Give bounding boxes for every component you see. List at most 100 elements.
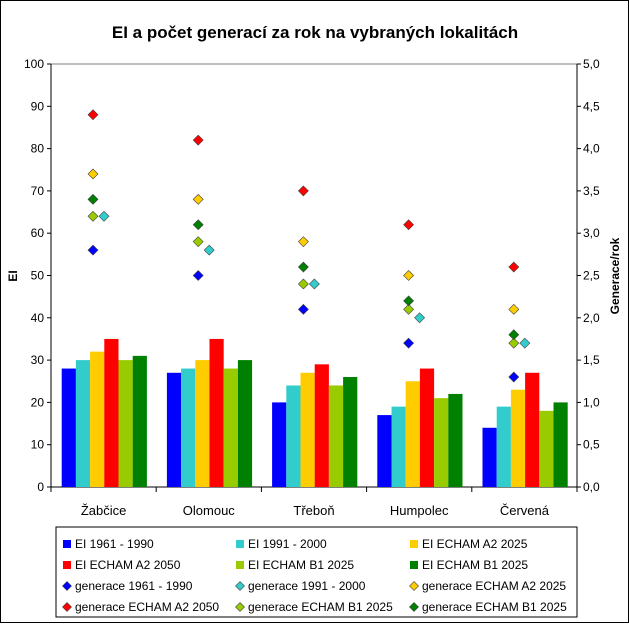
bar-1-2 — [166, 372, 182, 487]
marker-4-5 — [508, 261, 520, 273]
plot-area: 0 10 20 30 40 50 60 70 80 90 100 0,0 0,5 1,0 1,5 2,0 2,5… — [24, 57, 600, 518]
legend-label: generace ECHAM B1 2025 — [248, 600, 393, 614]
legend-swatch — [410, 561, 418, 569]
legend-label: generace ECHAM B1 2025 — [422, 600, 567, 614]
marker-2-5 — [519, 337, 531, 349]
legend-label: generace ECHAM A2 2025 — [422, 579, 566, 593]
legend-label: generace 1961 - 1990 — [75, 579, 193, 593]
bar-5-1 — [118, 360, 133, 487]
legend-box — [55, 526, 578, 618]
marker-4-2 — [192, 134, 204, 146]
y-tick-label: 50 — [31, 269, 45, 283]
bar-4-1 — [104, 338, 119, 487]
legend-label: EI ECHAM B1 2025 — [422, 558, 528, 572]
legend-swatch — [410, 540, 418, 548]
marker-6-3 — [297, 261, 309, 273]
bar-6-4 — [448, 393, 463, 487]
bar-2-2 — [181, 368, 196, 487]
marker-6-1 — [87, 193, 99, 205]
legend-swatch — [236, 561, 244, 569]
legend-label: EI ECHAM A2 2050 — [75, 558, 181, 572]
y2-tick-label: 3,5 — [583, 184, 600, 198]
y2-tick-label: 3,0 — [583, 226, 600, 240]
marker-3-1 — [87, 168, 99, 180]
bar-5-2 — [223, 368, 238, 487]
bar-1-5 — [482, 427, 497, 487]
marker-2-2 — [203, 244, 215, 256]
y-tick-label: 0 — [37, 480, 44, 494]
y2-tick-label: 0,0 — [583, 480, 600, 494]
bar-2-1 — [75, 360, 91, 487]
legend-label: generace ECHAM A2 2050 — [75, 600, 219, 614]
bar-3-3 — [300, 372, 315, 487]
bar-3-1 — [90, 351, 105, 487]
legend-marker-swatch — [409, 602, 419, 612]
y-tick-label: 20 — [31, 395, 45, 409]
bar-1-1 — [61, 368, 76, 487]
legend-label: EI 1991 - 2000 — [248, 537, 327, 551]
legend-swatch — [63, 561, 71, 569]
bar-6-2 — [237, 360, 253, 487]
bar-2-3 — [286, 385, 301, 487]
marker-5-3 — [297, 278, 309, 290]
bar-5-3 — [328, 385, 344, 487]
bar-1-3 — [272, 402, 287, 487]
legend-marker-swatch — [62, 581, 72, 591]
y2-tick-label: 1,0 — [583, 395, 600, 409]
x-tick-label: Červená — [500, 503, 550, 518]
bar-1-4 — [377, 415, 392, 487]
legend-label: EI ECHAM B1 2025 — [248, 558, 354, 572]
legend-marker-swatch — [235, 581, 245, 591]
marker-4-1 — [87, 109, 99, 121]
chart-title: EI a počet generací za rok na vybraných … — [112, 23, 518, 42]
y-tick-label: 100 — [24, 57, 44, 71]
y-tick-label: 10 — [31, 438, 45, 452]
marker-1-3 — [297, 303, 309, 315]
bar-4-3 — [314, 364, 329, 487]
bar-2-4 — [391, 406, 406, 487]
legend: EI 1961 - 1990 EI 1991 - 2000 EI ECHAM A2 … — [55, 526, 578, 618]
y2-tick-label: 4,0 — [583, 142, 600, 156]
y-tick-label: 90 — [31, 99, 45, 113]
legend-marker-swatch — [235, 602, 245, 612]
legend-label: EI 1961 - 1990 — [75, 537, 154, 551]
marker-2-3 — [308, 278, 320, 290]
y-tick-label: 70 — [31, 184, 45, 198]
y-tick-label: 40 — [31, 311, 45, 325]
bar-4-4 — [419, 368, 435, 487]
bar-4-5 — [525, 372, 540, 487]
legend-label: EI ECHAM A2 2025 — [422, 537, 528, 551]
marker-5-1 — [87, 210, 99, 222]
marker-3-2 — [192, 193, 204, 205]
bar-5-4 — [434, 398, 449, 487]
y2-tick-label: 5,0 — [583, 57, 600, 71]
bar-6-5 — [553, 402, 568, 487]
marker-1-1 — [87, 244, 99, 256]
bar-4-2 — [209, 338, 224, 487]
marker-3-5 — [508, 303, 520, 315]
bar-3-5 — [510, 389, 526, 487]
marker-6-5 — [508, 329, 520, 341]
y2-tick-label: 2,5 — [583, 269, 600, 283]
y2-axis-title: Generace/rok — [608, 237, 622, 314]
legend-marker-swatch — [409, 581, 419, 591]
bar-6-1 — [132, 355, 147, 487]
marker-3-3 — [297, 236, 309, 248]
legend-swatch — [236, 540, 244, 548]
marker-4-4 — [403, 219, 415, 231]
marker-1-2 — [192, 270, 204, 281]
y2-tick-label: 0,5 — [583, 438, 600, 452]
y2-tick-label: 4,5 — [583, 99, 600, 113]
marker-2-4 — [414, 312, 426, 324]
marker-5-2 — [192, 236, 204, 248]
marker-5-5 — [508, 337, 520, 349]
x-tick-label: Olomouc — [183, 503, 236, 518]
x-tick-label: Humpolec — [390, 503, 449, 518]
y2-tick-label: 1,5 — [583, 353, 600, 367]
y-tick-label: 60 — [31, 226, 45, 240]
bar-5-5 — [539, 410, 554, 487]
legend-swatch — [63, 540, 71, 548]
marker-1-4 — [403, 337, 415, 349]
